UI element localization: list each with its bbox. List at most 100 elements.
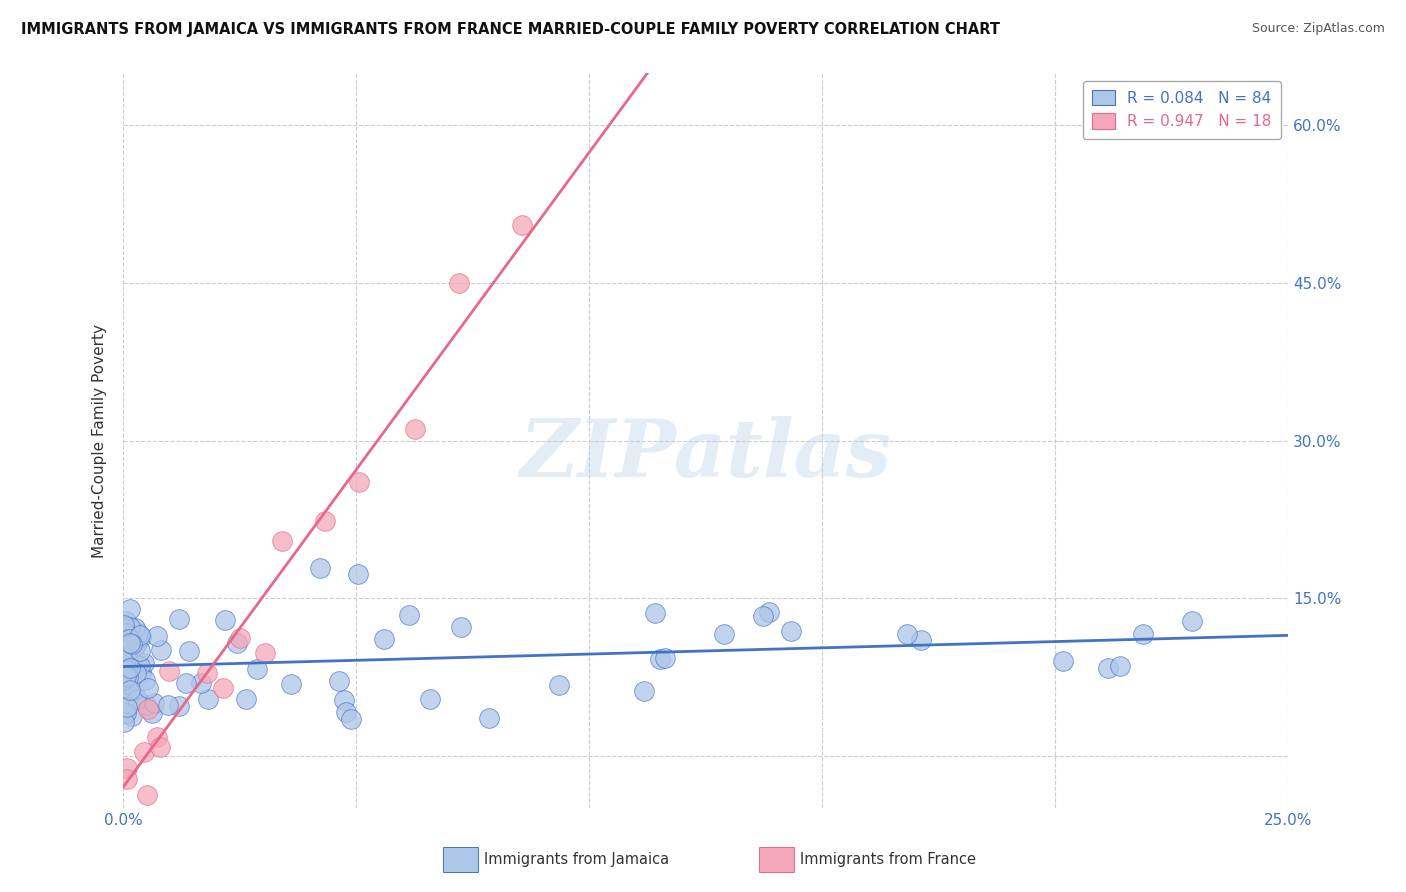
- Point: [125, 665, 148, 680]
- Point: [174, 676, 197, 690]
- Point: [125, 657, 148, 672]
- Point: [125, 692, 148, 706]
- Point: [121, 637, 143, 651]
- Point: [190, 676, 212, 690]
- Point: [197, 665, 219, 680]
- Point: [117, 669, 139, 683]
- Point: [122, 682, 145, 697]
- Point: [118, 661, 141, 675]
- Point: [136, 681, 159, 695]
- Point: [398, 608, 420, 623]
- Text: Immigrants from Jamaica: Immigrants from Jamaica: [484, 853, 669, 867]
- Point: [229, 631, 252, 645]
- Point: [129, 644, 152, 658]
- Point: [132, 656, 155, 670]
- Point: [1097, 661, 1119, 675]
- Y-axis label: Married-Couple Family Poverty: Married-Couple Family Poverty: [93, 324, 107, 558]
- Point: [780, 624, 803, 639]
- Point: [246, 662, 269, 676]
- Point: [314, 514, 336, 528]
- Point: [115, 669, 138, 683]
- Point: [404, 422, 426, 436]
- Point: [197, 691, 219, 706]
- Point: [129, 628, 152, 642]
- Point: [226, 636, 249, 650]
- Point: [149, 740, 172, 755]
- Point: [419, 691, 441, 706]
- Point: [253, 646, 276, 660]
- Point: [308, 560, 330, 574]
- Point: [141, 706, 163, 721]
- Point: [280, 677, 302, 691]
- Point: [129, 665, 152, 679]
- Point: [547, 678, 569, 692]
- Point: [1181, 614, 1204, 628]
- Point: [177, 643, 200, 657]
- Point: [340, 712, 363, 726]
- Point: [114, 674, 136, 689]
- Point: [124, 621, 146, 635]
- Point: [271, 534, 294, 549]
- Text: Immigrants from France: Immigrants from France: [800, 853, 976, 867]
- Point: [115, 626, 138, 640]
- Text: ZIPatlas: ZIPatlas: [520, 417, 891, 494]
- Point: [235, 691, 257, 706]
- Point: [447, 276, 470, 290]
- Point: [138, 702, 160, 716]
- Point: [118, 632, 141, 647]
- Point: [129, 630, 152, 644]
- Point: [120, 683, 142, 698]
- Point: [115, 706, 138, 720]
- Point: [644, 607, 666, 621]
- Point: [122, 641, 145, 656]
- Point: [157, 664, 180, 678]
- Point: [1052, 654, 1074, 668]
- Point: [112, 714, 135, 729]
- Point: [115, 761, 138, 775]
- Point: [713, 626, 735, 640]
- Point: [118, 620, 141, 634]
- Point: [478, 711, 501, 725]
- Point: [650, 652, 672, 666]
- Point: [212, 681, 235, 695]
- Point: [121, 709, 143, 723]
- Point: [117, 663, 139, 677]
- Point: [450, 620, 472, 634]
- Text: IMMIGRANTS FROM JAMAICA VS IMMIGRANTS FROM FRANCE MARRIED-COUPLE FAMILY POVERTY : IMMIGRANTS FROM JAMAICA VS IMMIGRANTS FR…: [21, 22, 1000, 37]
- Point: [132, 745, 155, 759]
- Point: [1109, 658, 1132, 673]
- Point: [134, 673, 156, 687]
- Point: [135, 698, 157, 712]
- Point: [120, 636, 142, 650]
- Point: [349, 475, 371, 489]
- Point: [149, 643, 172, 657]
- Point: [115, 699, 138, 714]
- Point: [115, 632, 138, 647]
- Point: [654, 651, 676, 665]
- Point: [510, 219, 533, 233]
- Point: [1132, 627, 1154, 641]
- Point: [127, 626, 149, 640]
- Point: [114, 614, 136, 628]
- Point: [145, 629, 167, 643]
- Point: [373, 632, 395, 646]
- Point: [120, 601, 142, 615]
- Point: [910, 632, 932, 647]
- Point: [112, 618, 135, 632]
- Legend: R = 0.084   N = 84, R = 0.947   N = 18: R = 0.084 N = 84, R = 0.947 N = 18: [1083, 80, 1281, 138]
- Point: [135, 788, 157, 802]
- Point: [214, 613, 236, 627]
- Point: [157, 698, 180, 712]
- Point: [112, 697, 135, 711]
- Point: [169, 698, 191, 713]
- Point: [347, 566, 370, 581]
- Point: [896, 626, 918, 640]
- Point: [752, 608, 775, 623]
- Text: Source: ZipAtlas.com: Source: ZipAtlas.com: [1251, 22, 1385, 36]
- Point: [758, 605, 780, 619]
- Point: [328, 674, 350, 689]
- Point: [167, 612, 190, 626]
- Point: [143, 696, 166, 710]
- Point: [115, 648, 138, 663]
- Point: [146, 730, 169, 744]
